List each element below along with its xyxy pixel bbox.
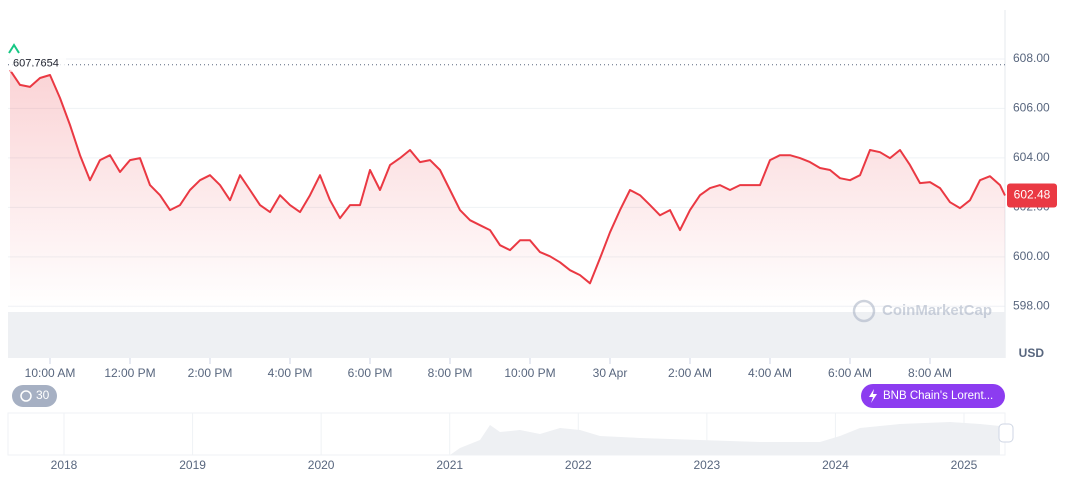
x-tick-label: 6:00 AM xyxy=(828,366,872,380)
y-tick-label: 606.00 xyxy=(1013,101,1050,115)
navigator-label: 2018 xyxy=(51,458,78,472)
y-tick-label: 608.00 xyxy=(1013,51,1050,65)
interval-label[interactable]: 30 xyxy=(36,388,50,402)
navigator-label: 2023 xyxy=(694,458,721,472)
navigator xyxy=(7,412,1014,456)
navigator-area xyxy=(450,422,1000,455)
y-unit: USD xyxy=(1019,346,1045,360)
x-tick-label: 8:00 AM xyxy=(908,366,952,380)
navigator-handle[interactable] xyxy=(998,423,1014,443)
navigator-label: 2022 xyxy=(565,458,592,472)
x-tick-label: 30 Apr xyxy=(593,366,628,380)
navigator-label: 2021 xyxy=(436,458,463,472)
navigator-label: 2019 xyxy=(179,458,206,472)
navigator-label: 2020 xyxy=(308,458,335,472)
high-label: 607.7654 xyxy=(13,58,59,70)
high-marker xyxy=(8,43,20,54)
x-tick-label: 10:00 PM xyxy=(504,366,555,380)
high-label-bg xyxy=(10,55,66,72)
y-tick-label: 604.00 xyxy=(1013,150,1050,164)
x-tick-label: 8:00 PM xyxy=(428,366,473,380)
last-price-label: 602.48 xyxy=(1014,188,1051,202)
x-tick-label: 6:00 PM xyxy=(348,366,393,380)
price-line xyxy=(9,69,1006,285)
area-fill xyxy=(10,70,1005,310)
x-tick-label: 4:00 PM xyxy=(268,366,313,380)
y-tick-label: 598.00 xyxy=(1013,298,1050,312)
x-tick-label: 12:00 PM xyxy=(104,366,155,380)
x-tick-label: 2:00 PM xyxy=(188,366,233,380)
x-tick-label: 2:00 AM xyxy=(668,366,712,380)
x-tick-label: 4:00 AM xyxy=(748,366,792,380)
interval-button[interactable]: 30 xyxy=(12,385,57,407)
navigator-label: 2025 xyxy=(951,458,978,472)
volume-strip xyxy=(8,312,1005,358)
x-tick-label: 10:00 AM xyxy=(25,366,76,380)
navigator-label: 2024 xyxy=(822,458,849,472)
event-badge[interactable]: BNB Chain's Lorent... xyxy=(861,384,1005,408)
y-tick-label: 600.00 xyxy=(1013,249,1050,263)
event-label[interactable]: BNB Chain's Lorent... xyxy=(883,390,993,402)
last-price-badge xyxy=(1007,183,1057,208)
